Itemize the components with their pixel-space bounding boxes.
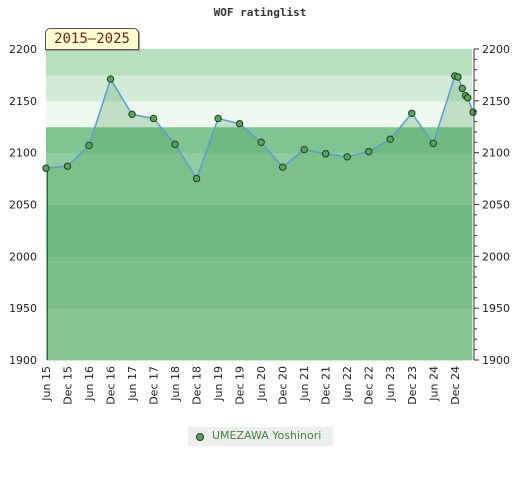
y-tick-label-left: 2050 (9, 199, 37, 212)
background-band (46, 230, 472, 257)
x-tick-label: Jun 18 (169, 366, 182, 402)
y-tick-label-right: 1950 (482, 302, 510, 315)
data-point (300, 145, 308, 154)
data-point (235, 119, 244, 128)
area-layer (46, 75, 474, 360)
y-tick-label-left: 2150 (9, 95, 37, 108)
x-tick-label: Dec 19 (234, 366, 247, 405)
series-area (46, 75, 474, 360)
y-tick-label-left: 1900 (9, 354, 37, 367)
legend[interactable]: UMEZAWA Yoshinori (188, 427, 333, 446)
y-tick-label-right: 2150 (482, 95, 510, 108)
data-point (214, 114, 222, 123)
data-point (171, 140, 179, 149)
period-badge: 2015–2025 (45, 28, 139, 50)
x-tick-label: Jun 15 (40, 366, 53, 402)
x-tick-label: Jun 19 (212, 366, 225, 402)
data-point (257, 138, 265, 147)
data-point (106, 75, 115, 83)
x-tick-label: Dec 17 (148, 366, 161, 405)
x-tick-label: Jun 24 (427, 366, 440, 402)
data-point (343, 153, 351, 161)
data-point (463, 94, 472, 102)
legend-marker-icon (196, 433, 204, 441)
x-tick-label: Dec 21 (320, 366, 333, 405)
x-tick-label: Dec 24 (449, 366, 462, 405)
x-tick-label: Dec 20 (277, 366, 290, 405)
data-point (454, 73, 462, 81)
background-bands (46, 49, 472, 361)
x-tick-label: Jun 17 (126, 366, 139, 402)
x-tick-label: Dec 16 (105, 366, 118, 405)
background-band (46, 204, 472, 231)
data-point (128, 110, 136, 119)
y-tick-label-right: 2100 (482, 147, 510, 160)
x-tick-label: Jun 20 (255, 366, 268, 402)
left-y-axis: 1900 1950 2000 2050 2100 2150 2200 (9, 43, 37, 367)
x-tick-label: Jun 23 (384, 366, 397, 402)
right-y-axis: 1900 1950 2000 2050 2100 2150 2200 (473, 43, 510, 367)
data-point (321, 150, 330, 158)
y-tick-label-right: 2000 (482, 250, 510, 263)
data-point (85, 141, 93, 150)
x-tick-label: Dec 18 (191, 366, 204, 405)
y-tick-label-left: 2200 (9, 43, 37, 56)
data-point (429, 139, 437, 148)
x-tick-label: Jun 22 (341, 366, 354, 402)
data-point (63, 162, 72, 170)
x-tick-label: Dec 15 (62, 366, 75, 405)
y-tick-label-left: 2100 (9, 147, 37, 160)
data-point (42, 164, 50, 172)
data-point (386, 135, 394, 143)
background-band (46, 282, 472, 309)
data-point (278, 163, 287, 171)
background-band (46, 308, 472, 335)
data-point (469, 108, 477, 116)
x-tick-label: Jun 16 (83, 366, 96, 402)
x-tick-label: Dec 23 (406, 366, 419, 405)
y-tick-label-right: 1900 (482, 354, 510, 367)
legend-label: UMEZAWA Yoshinori (212, 429, 322, 442)
background-band (46, 100, 472, 128)
y-tick-label-right: 2050 (482, 199, 510, 212)
background-band (46, 152, 472, 180)
y-tick-label-left: 1950 (9, 302, 37, 315)
background-band (46, 178, 472, 205)
points-layer (42, 72, 477, 183)
x-tick-label: Jun 21 (298, 366, 311, 402)
background-band (46, 334, 472, 361)
y-tick-label-left: 2000 (9, 250, 37, 263)
data-point (192, 174, 201, 183)
data-point (149, 114, 158, 123)
chart-title: WOF ratinglist (213, 6, 307, 19)
data-point (365, 147, 373, 156)
x-axis: Jun 15 Dec 15 Jun 16 Dec 16 Jun 17 Dec 17 Jun … (40, 366, 462, 405)
y-tick-label-right: 2200 (482, 43, 510, 56)
x-tick-label: Dec 22 (363, 366, 376, 405)
background-band (46, 49, 472, 76)
background-band (46, 74, 472, 102)
data-point (458, 84, 467, 93)
background-band (46, 256, 472, 283)
data-point (408, 109, 416, 117)
